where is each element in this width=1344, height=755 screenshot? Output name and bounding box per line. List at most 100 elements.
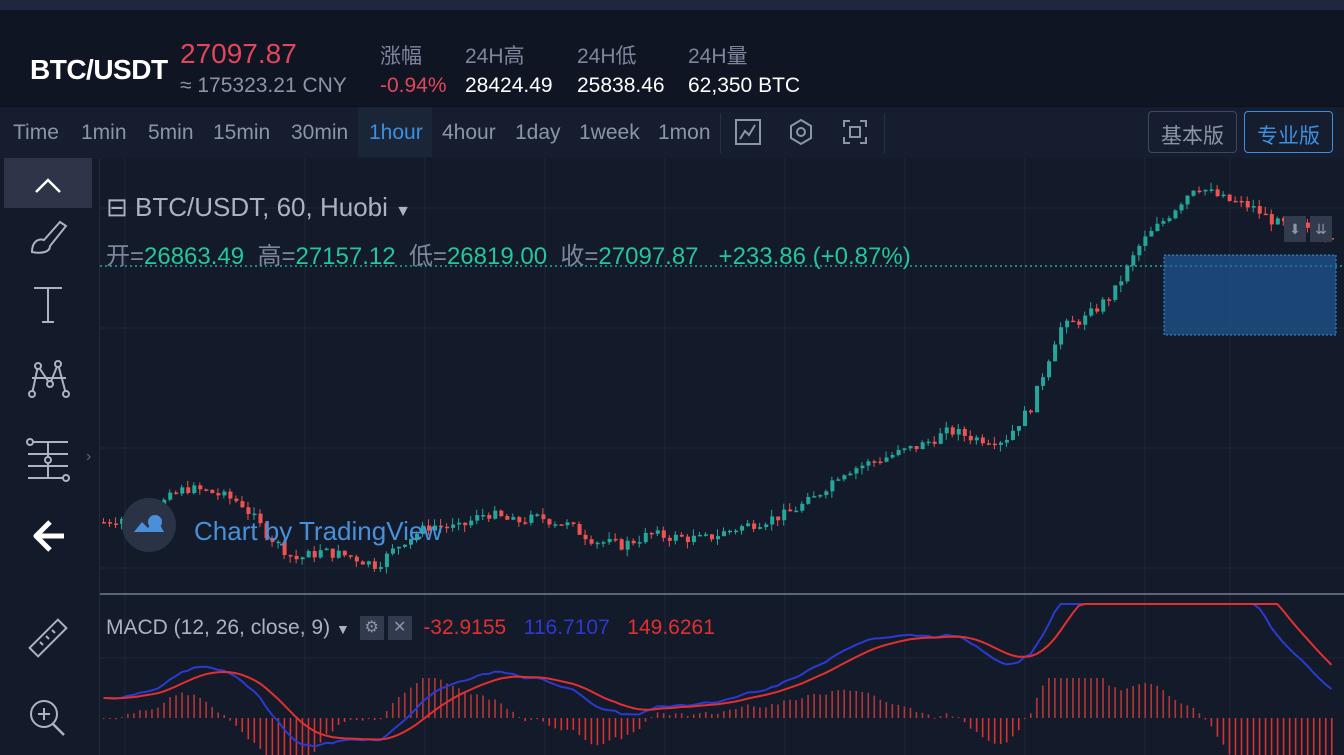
selection-box[interactable] — [1163, 254, 1337, 336]
candle-body — [457, 522, 462, 525]
macd-histogram-bar — [446, 683, 448, 718]
macd-histogram-bar — [668, 715, 671, 718]
candle-body — [571, 522, 576, 525]
interval-4hour[interactable]: 4hour — [442, 121, 496, 144]
pair-name[interactable]: BTC/USDT — [30, 54, 168, 85]
macd-histogram-bar — [464, 692, 466, 718]
legend-dropdown-icon[interactable]: ▼ — [395, 203, 411, 220]
text-icon[interactable] — [24, 280, 72, 328]
macd-histogram-bar — [957, 717, 960, 719]
macd-histogram-bar — [428, 678, 430, 718]
change-value: -0.94% — [380, 74, 447, 97]
interval-1mon[interactable]: 1mon — [658, 121, 711, 144]
candle-body — [324, 548, 329, 551]
macd-histogram-bar — [139, 710, 141, 718]
candle-body — [330, 548, 335, 558]
macd-histogram-bar — [614, 718, 617, 738]
candle-body — [216, 493, 221, 496]
candle-body — [276, 541, 281, 544]
candle-body — [673, 534, 678, 541]
candle-body — [366, 561, 371, 565]
macd-title: MACD (12, 26, close, 9) — [106, 616, 331, 639]
indicator-icon[interactable] — [733, 117, 763, 147]
macd-histogram-bar — [319, 718, 322, 743]
macd-histogram-bar — [229, 718, 232, 721]
candle-body — [1185, 195, 1190, 205]
interval-1min[interactable]: 1min — [81, 121, 127, 144]
macd-histogram-bar — [963, 718, 966, 723]
zoom-in-icon[interactable] — [24, 692, 72, 740]
candle-body — [114, 523, 119, 525]
candle-body — [1179, 204, 1184, 211]
back-arrow-icon[interactable] — [24, 512, 72, 560]
candle-body — [186, 487, 191, 494]
candle-body — [728, 530, 733, 533]
macd-histogram-bar — [807, 694, 809, 718]
macd-histogram-bar — [1126, 688, 1128, 718]
macd-histogram-bar — [494, 699, 496, 718]
candle-body — [992, 443, 997, 446]
macd-dropdown-icon[interactable]: ▼ — [335, 621, 350, 637]
candle-body — [1173, 210, 1178, 219]
pro-version-button[interactable]: 专业版 — [1244, 111, 1333, 153]
low-24h-label: 24H低 — [577, 45, 637, 68]
candle-body — [1101, 299, 1106, 312]
macd-histogram-bar — [903, 706, 906, 718]
candle-body — [788, 509, 793, 512]
interval-15min[interactable]: 15min — [213, 121, 271, 144]
macd-histogram-bar — [265, 718, 268, 755]
macd-histogram-bar — [1240, 718, 1243, 755]
macd-histogram-bar — [1036, 697, 1038, 718]
macd-close-icon[interactable]: ✕ — [387, 616, 412, 641]
chart-legend[interactable]: ⊟ BTC/USDT, 60, Huobi ▼ — [106, 192, 411, 223]
macd-histogram-bar — [283, 718, 286, 755]
candlestick-chart[interactable] — [100, 158, 1344, 755]
macd-histogram-bar — [951, 716, 954, 718]
macd-histogram-bar — [1198, 713, 1201, 718]
brush-icon[interactable] — [24, 212, 72, 260]
macd-histogram-bar — [891, 704, 894, 718]
macd-histogram-bar — [440, 679, 442, 718]
macd-histogram-bar — [1066, 678, 1068, 718]
legend-title: BTC/USDT, 60, Huobi — [135, 192, 388, 222]
macd-histogram-bar — [548, 718, 551, 726]
macd-histogram-bar — [361, 718, 364, 721]
macd-histogram-bar — [325, 718, 328, 734]
macd-settings-icon[interactable]: ⚙ — [359, 616, 384, 641]
fullscreen-icon[interactable] — [840, 117, 870, 147]
macd-histogram-bar — [500, 703, 502, 718]
candle-body — [872, 461, 877, 463]
macd-histogram-bar — [837, 690, 839, 718]
expand-toolbar-arrow[interactable]: › — [86, 448, 92, 465]
crosshair-icon[interactable] — [24, 158, 72, 206]
macd-histogram-bar — [753, 706, 755, 718]
move-down-icon[interactable]: ⬇ — [1284, 216, 1306, 242]
collapse-legend-icon[interactable]: ⊟ — [106, 192, 128, 222]
macd-histogram-bar — [662, 713, 665, 718]
macd-histogram-bar — [367, 718, 370, 719]
move-bottom-icon[interactable]: ⇊ — [1310, 216, 1332, 242]
interval-1week[interactable]: 1week — [579, 121, 640, 144]
candle-body — [643, 532, 648, 543]
candle-body — [282, 541, 287, 556]
macd-histogram-bar — [789, 699, 791, 718]
candle-body — [998, 442, 1003, 445]
macd-histogram-bar — [1228, 718, 1231, 755]
candle-body — [222, 491, 227, 496]
ruler-icon[interactable] — [24, 614, 72, 662]
fib-icon[interactable] — [24, 434, 72, 482]
macd-histogram-bar — [879, 699, 882, 718]
interval-1hour[interactable]: 1hour — [369, 121, 423, 144]
candle-body — [746, 523, 751, 527]
interval-5min[interactable]: 5min — [148, 121, 194, 144]
settings-icon[interactable] — [786, 117, 816, 147]
candle-body — [890, 455, 895, 458]
interval-time[interactable]: Time — [13, 121, 59, 144]
basic-version-button[interactable]: 基本版 — [1148, 111, 1237, 153]
chart-area[interactable]: ⊟ BTC/USDT, 60, Huobi ▼ 开=26863.49 高=271… — [100, 158, 1344, 755]
interval-30min[interactable]: 30min — [291, 121, 349, 144]
macd-value-signal: 149.6261 — [627, 616, 715, 639]
interval-1day[interactable]: 1day — [515, 121, 561, 144]
pattern-icon[interactable] — [24, 354, 72, 402]
macd-histogram-bar — [337, 718, 340, 725]
